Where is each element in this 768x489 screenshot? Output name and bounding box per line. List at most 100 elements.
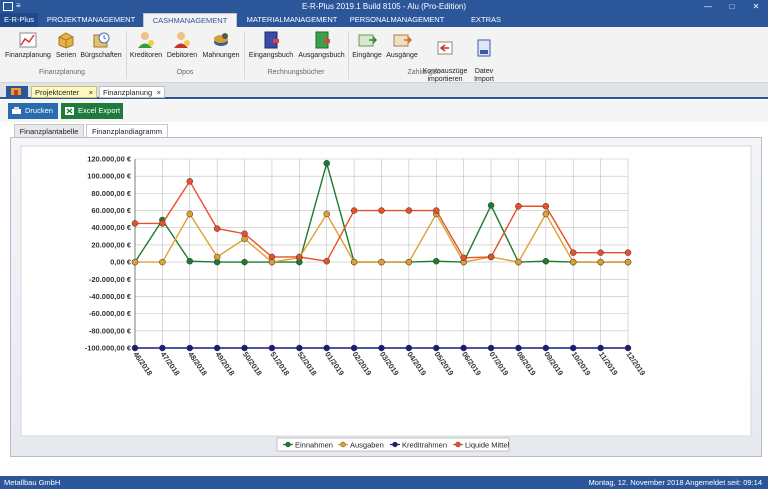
data-point-ausgaben	[131, 258, 139, 266]
quick-access-menu[interactable]: ≡	[16, 1, 21, 10]
eingangsbuch-button[interactable]: Eingangsbuch	[246, 30, 296, 59]
ribbon-separator	[244, 31, 245, 79]
data-point-liquide-mittel	[460, 254, 467, 262]
tab-finanzplantabelle[interactable]: Finanzplantabelle	[14, 124, 84, 137]
ausgangsbuch-button[interactable]: Ausgangsbuch	[297, 30, 346, 59]
data-point-liquide-mittel	[378, 207, 385, 214]
group-label-finanzplanung: Finanzplanung	[39, 69, 85, 76]
person-icon	[138, 32, 154, 48]
data-point-kreditrahmen	[296, 344, 303, 352]
data-point-liquide-mittel	[624, 249, 632, 256]
tab-projektmanagement[interactable]: PROJEKTMANAGEMENT	[46, 15, 136, 24]
tab-cashmanagement[interactable]: CASHMANAGEMENT	[143, 13, 237, 27]
y-tick-label: 100.000,00 €	[87, 172, 132, 181]
data-point-einnahmen	[186, 257, 194, 265]
excel-icon	[65, 107, 74, 115]
data-point-ausgaben	[159, 258, 166, 266]
data-point-ausgaben	[515, 258, 522, 266]
ribbon-separator	[126, 31, 127, 79]
tab-personalmanagement[interactable]: PERSONALMANAGEMENT	[349, 15, 445, 24]
y-tick-label: -80.000,00 €	[89, 326, 132, 335]
data-point-liquide-mittel	[542, 203, 550, 210]
data-point-liquide-mittel	[405, 207, 413, 214]
data-point-kreditrahmen	[186, 344, 194, 352]
data-point-ausgaben	[597, 258, 604, 266]
debitoren-button[interactable]: Debitoren	[165, 30, 199, 59]
data-point-ausgaben	[405, 258, 413, 266]
clock-icon	[93, 32, 110, 48]
status-info: Montag, 12. November 2018 Angemeldet sei…	[588, 478, 762, 487]
y-tick-label: 0,00 €	[110, 258, 132, 267]
y-tick-label: 20.000,00 €	[91, 240, 131, 249]
y-tick-label: -100.000,00 €	[85, 344, 132, 353]
data-point-einnahmen	[323, 160, 330, 167]
data-point-kreditrahmen	[159, 344, 166, 352]
ribbon: Finanzplanung Serien Bürgschaften Kredit…	[0, 27, 768, 83]
title-bar: ≡ E-R-Plus 2019.1 Build 8105 - Alu (Pro-…	[0, 0, 768, 13]
data-point-kreditrahmen	[624, 344, 632, 352]
chart-panel: 120.000,00 € 100.000,00 € 80.000,00 € 60.00…	[10, 137, 762, 457]
data-point-einnahmen	[241, 258, 248, 266]
data-point-ausgaben	[624, 258, 632, 266]
data-point-kreditrahmen	[597, 344, 604, 352]
plot-background	[20, 145, 752, 437]
legend-swatch-marker	[285, 441, 291, 448]
excel-export-button[interactable]: Excel Export	[61, 103, 123, 119]
mahnungen-button[interactable]: Mahnungen	[200, 30, 242, 59]
buergschaften-button[interactable]: Bürgschaften	[78, 30, 124, 59]
data-point-ausgaben	[350, 258, 358, 266]
y-tick-label: -20.000,00 €	[89, 275, 132, 284]
window-title: E-R-Plus 2019.1 Build 8105 - Alu (Pro-Ed…	[301, 2, 467, 11]
home-tab-icon[interactable]	[6, 86, 28, 98]
data-point-kreditrahmen	[213, 344, 221, 352]
doc-tab-finanzplanung[interactable]: Finanzplanung ×	[99, 86, 165, 98]
data-point-liquide-mittel	[159, 220, 166, 227]
data-point-kreditrahmen	[460, 344, 467, 352]
finanzplan-chart: 120.000,00 € 100.000,00 € 80.000,00 € 60.00…	[20, 145, 752, 452]
datev-import-button[interactable]: Datev Import	[470, 30, 498, 84]
ausgaenge-button[interactable]: Ausgänge	[385, 30, 419, 59]
doc-tab-projektcenter[interactable]: Projektcenter ×	[31, 86, 97, 98]
ribbon-separator	[348, 31, 349, 79]
data-point-ausgaben	[323, 210, 330, 218]
data-point-liquide-mittel	[241, 230, 248, 237]
tab-materialmanagement[interactable]: MATERIALMANAGEMENT	[246, 15, 338, 24]
data-point-liquide-mittel	[433, 207, 440, 214]
tab-erplus[interactable]: E-R-Plus	[0, 13, 38, 27]
y-tick-label: -40.000,00 €	[89, 292, 132, 301]
data-point-liquide-mittel	[515, 203, 522, 210]
tab-extras[interactable]: EXTRAS	[470, 15, 501, 24]
data-point-kreditrahmen	[542, 344, 550, 352]
group-label-zahlungen: Zahlungen	[407, 69, 441, 76]
data-point-ausgaben	[542, 210, 550, 218]
data-point-kreditrahmen	[268, 344, 276, 352]
close-tab-icon[interactable]: ×	[88, 88, 93, 97]
serien-button[interactable]: Serien	[54, 30, 78, 59]
data-point-liquide-mittel	[213, 225, 221, 232]
y-tick-label: 120.000,00 €	[87, 155, 132, 164]
ribbon-tab-bar: E-R-Plus PROJEKTMANAGEMENT CASHMANAGEMEN…	[0, 13, 768, 27]
close-icon[interactable]: ✕	[752, 2, 760, 11]
finanzplanung-button[interactable]: Finanzplanung	[2, 30, 54, 59]
document-tab-bar: Projektcenter × Finanzplanung ×	[0, 83, 768, 99]
legend-label: Einnahmen	[295, 441, 333, 450]
kreditoren-button[interactable]: Kreditoren	[128, 30, 164, 59]
data-point-kreditrahmen	[515, 344, 522, 352]
app-icon[interactable]	[3, 2, 13, 11]
minimize-icon[interactable]: —	[704, 2, 712, 11]
data-point-einnahmen	[487, 202, 495, 209]
print-button[interactable]: Drucken	[8, 103, 58, 119]
legend-swatch-marker	[392, 441, 398, 448]
tab-finanzplandiagramm[interactable]: Finanzplandiagramm	[86, 124, 168, 137]
book-green-icon	[315, 31, 330, 49]
eingaenge-button[interactable]: Eingänge	[350, 30, 384, 59]
close-tab-icon[interactable]: ×	[156, 88, 161, 97]
data-point-kreditrahmen	[350, 344, 358, 352]
kontoauszuege-importieren-button[interactable]: Kontoauszüge importieren	[420, 30, 470, 84]
import-icon	[437, 41, 453, 55]
group-label-opos: Opos	[176, 69, 194, 76]
maximize-icon[interactable]: □	[729, 2, 735, 11]
coins-icon	[214, 33, 228, 46]
data-point-ausgaben	[186, 210, 194, 218]
data-point-liquide-mittel	[487, 253, 495, 261]
